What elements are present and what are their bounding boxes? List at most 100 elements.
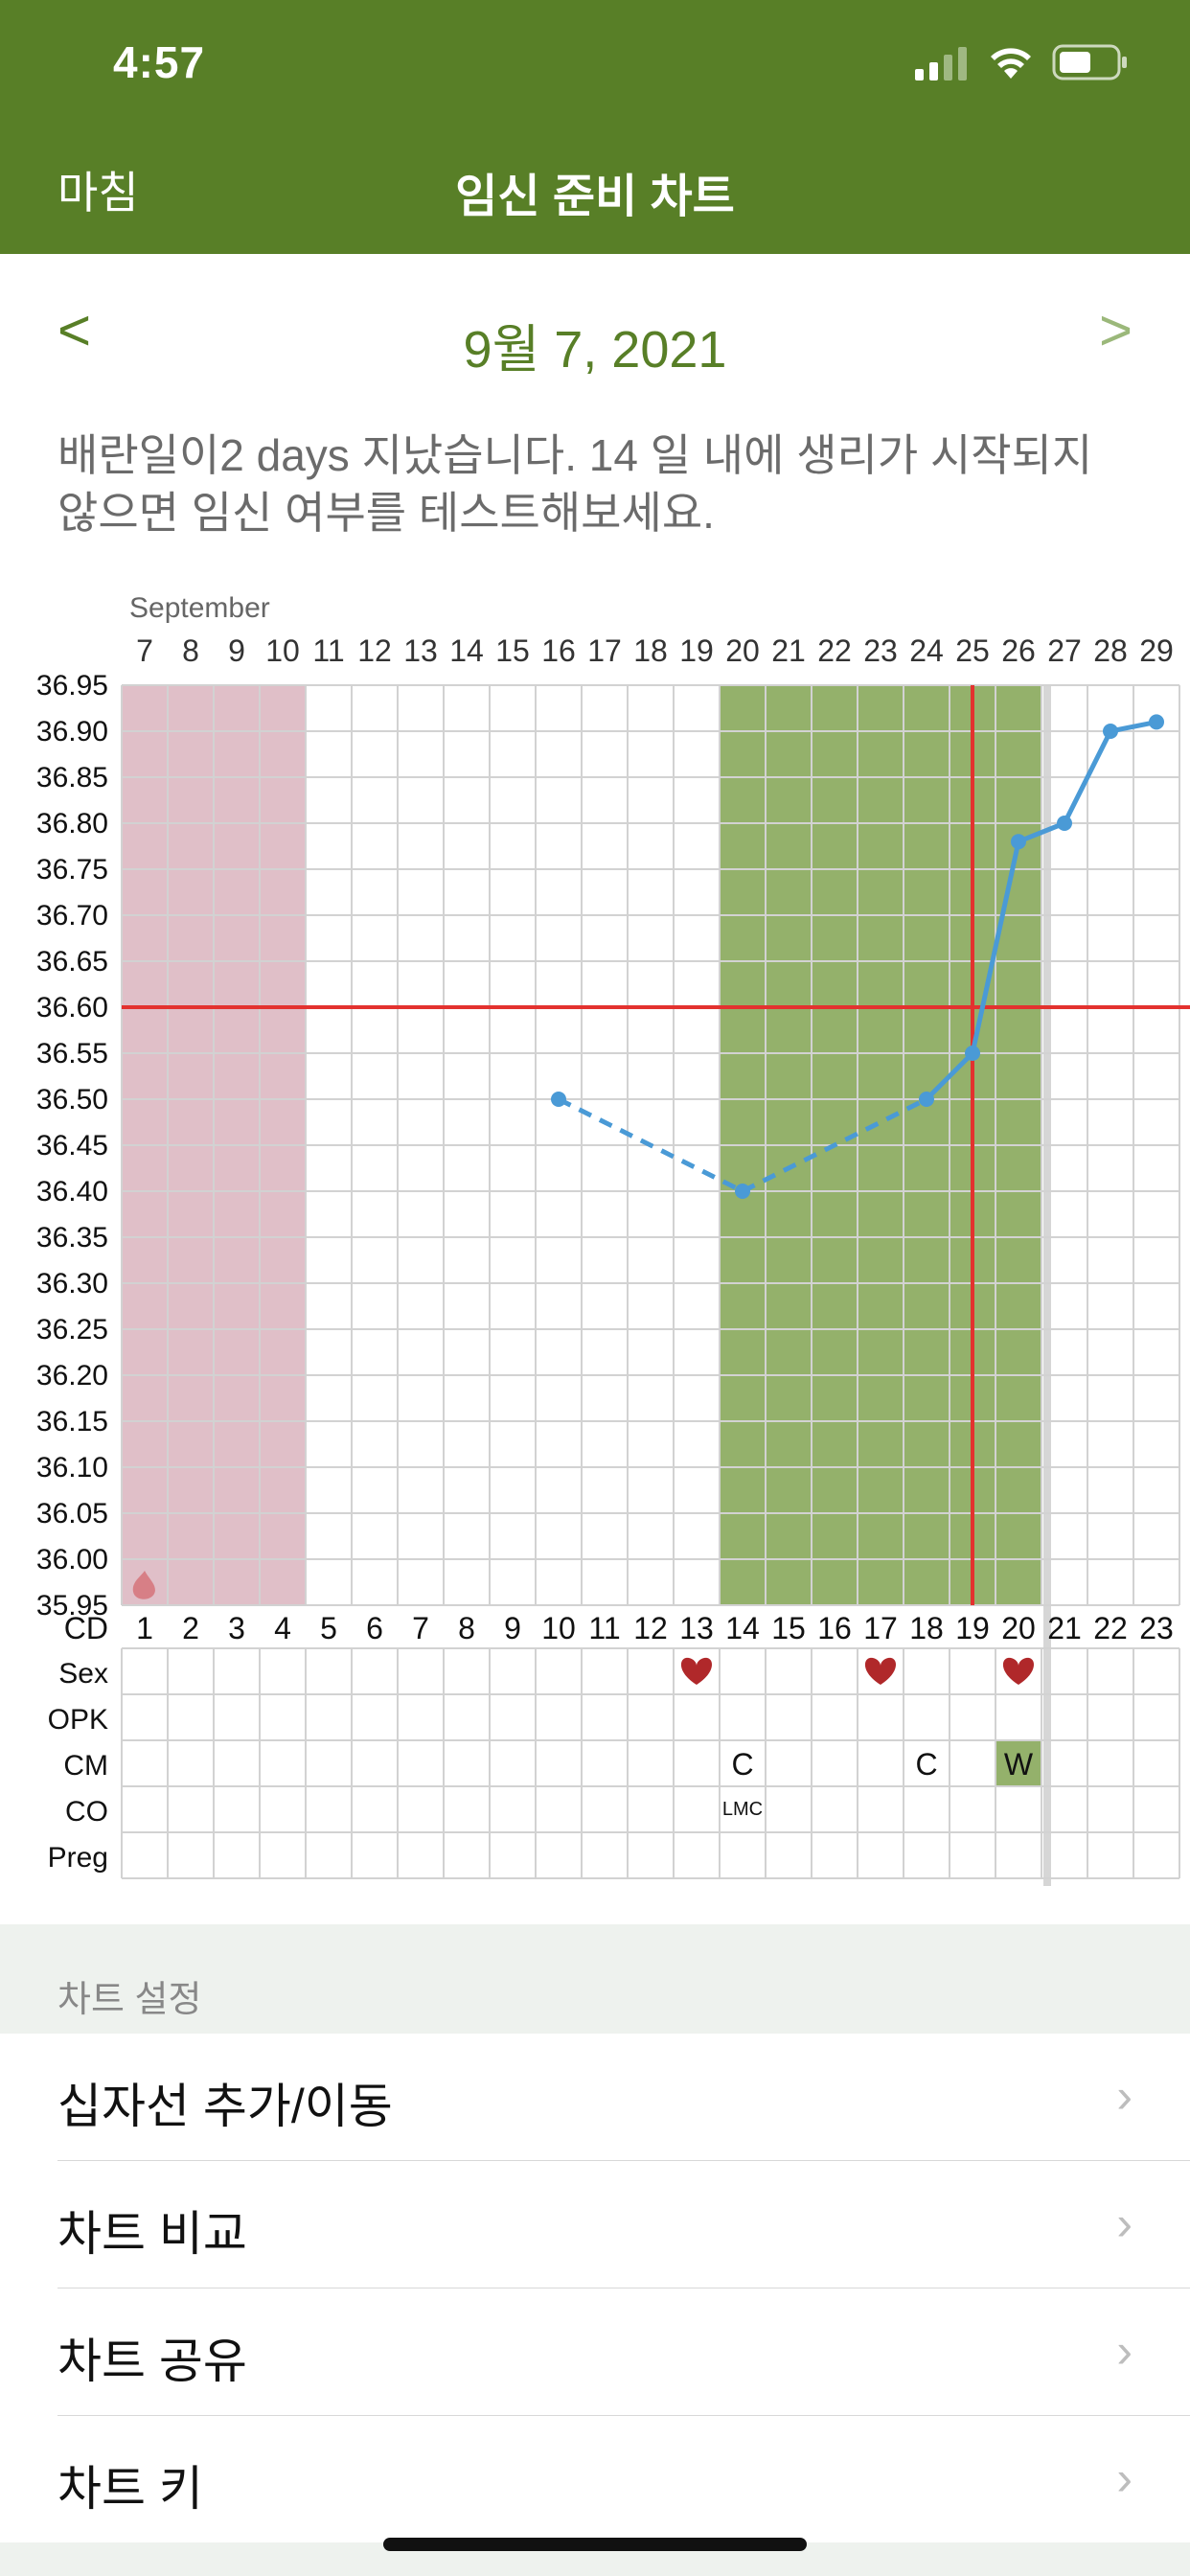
cycle-day-label: 9 (504, 1611, 521, 1645)
temp-point (1103, 724, 1118, 739)
date-tick-label: 26 (1001, 633, 1036, 668)
temp-line-segment (1018, 820, 1065, 844)
chevron-right-icon: › (1116, 2196, 1133, 2250)
cycle-day-label: 3 (228, 1611, 245, 1645)
settings-header: 차트 설정 (57, 1980, 202, 2020)
y-tick-label: 36.85 (36, 762, 108, 794)
cycle-day-label: 23 (1139, 1611, 1174, 1645)
y-tick-label: 36.45 (36, 1130, 108, 1162)
cm-value: C (915, 1747, 937, 1782)
temp-line-segment (557, 1096, 744, 1194)
date-tick-label: 19 (679, 633, 714, 668)
temp-point (1057, 816, 1072, 831)
next-date-button[interactable]: > (1098, 298, 1133, 362)
y-tick-label: 36.75 (36, 854, 108, 886)
date-tick-label: 21 (771, 633, 806, 668)
temp-line-segment (1110, 719, 1157, 734)
y-tick-label: 36.80 (36, 808, 108, 840)
date-tick-label: 25 (955, 633, 990, 668)
cycle-day-label: 6 (366, 1611, 383, 1645)
settings-item-label: 차트 비교 (57, 2207, 247, 2261)
cycle-day-label: 1 (136, 1611, 153, 1645)
date-tick-label: 15 (495, 633, 530, 668)
settings-item-crosshair[interactable]: 십자선 추가/이동 › (57, 2034, 1190, 2161)
y-tick-label: 35.95 (36, 1590, 108, 1622)
date-tick-label: 10 (265, 633, 300, 668)
heart-icon (864, 1657, 897, 1685)
battery-icon (1052, 44, 1127, 80)
settings-item-compare[interactable]: 차트 비교 › (57, 2161, 1190, 2288)
bbt-chart: 36.95 36.90 36.85 36.80 36.75 36.70 36.65 36.60… (0, 592, 1190, 1907)
chevron-right-icon: › (1116, 2324, 1133, 2378)
date-tick-label: 22 (817, 633, 852, 668)
cycle-day-label: 7 (412, 1611, 429, 1645)
date-tick-label: 8 (182, 633, 199, 668)
temp-line-segment (925, 1051, 974, 1101)
temp-point (919, 1092, 934, 1107)
date-tick-label: 28 (1093, 633, 1128, 668)
row-label-co: CO (65, 1796, 108, 1828)
y-tick-label: 36.95 (36, 670, 108, 702)
done-button[interactable]: 마침 (57, 168, 139, 218)
nav-bar: 마침 임신 준비 차트 (0, 129, 1190, 254)
cycle-day-label: 16 (817, 1611, 852, 1645)
temp-point (735, 1184, 750, 1199)
settings-item-share[interactable]: 차트 공유 › (57, 2288, 1190, 2416)
date-tick-label: 14 (449, 633, 484, 668)
today-marker (1043, 685, 1051, 1886)
y-tick-label: 36.05 (36, 1498, 108, 1530)
y-tick-label: 36.65 (36, 946, 108, 978)
date-tick-label: 7 (136, 633, 153, 668)
y-tick-label: 36.40 (36, 1176, 108, 1208)
settings-item-label: 차트 키 (57, 2462, 203, 2516)
cycle-day-label: 17 (863, 1611, 898, 1645)
cycle-day-label: 2 (182, 1611, 199, 1645)
heart-icon (1002, 1657, 1035, 1685)
month-label: September (129, 594, 270, 624)
co-value: LMC (722, 1799, 763, 1820)
drop-icon (132, 1571, 155, 1599)
y-tick-label: 36.90 (36, 716, 108, 748)
prev-date-button[interactable]: < (57, 298, 92, 362)
temp-point (1149, 714, 1164, 730)
date-tick-label: 23 (863, 633, 898, 668)
cycle-day-label: 13 (679, 1611, 714, 1645)
page-title: 임신 준비 차트 (455, 172, 735, 222)
date-navigator: < 9월 7, 2021 > (0, 297, 1190, 383)
settings-item-label: 십자선 추가/이동 (57, 2080, 393, 2133)
date-tick-label: 12 (357, 633, 392, 668)
y-tick-label: 36.15 (36, 1406, 108, 1438)
date-tick-label: 17 (587, 633, 622, 668)
current-date: 9월 7, 2021 (463, 321, 727, 379)
row-label-cm: CM (63, 1750, 108, 1782)
y-tick-label: 36.35 (36, 1222, 108, 1254)
ovulation-message: 배란일이2 days 지났습니다. 14 일 내에 생리가 시작되지 않으면 임… (57, 430, 1093, 538)
settings-item-key[interactable]: 차트 키 › (57, 2416, 1190, 2542)
cycle-day-label: 18 (909, 1611, 944, 1645)
temp-line-segment (1062, 729, 1113, 825)
temp-line-segment (970, 840, 1021, 1054)
cycle-day-label: 21 (1047, 1611, 1082, 1645)
cycle-day-label: 5 (320, 1611, 337, 1645)
cm-value: W (1004, 1747, 1034, 1782)
y-tick-label: 36.20 (36, 1360, 108, 1392)
date-tick-label: 27 (1047, 633, 1082, 668)
cycle-day-label: 10 (541, 1611, 576, 1645)
y-tick-label: 36.30 (36, 1268, 108, 1300)
date-tick-label: 18 (633, 633, 668, 668)
home-indicator (383, 2538, 807, 2551)
date-tick-label: 24 (909, 633, 944, 668)
y-tick-label: 36.25 (36, 1314, 108, 1346)
cycle-day-label: 11 (588, 1611, 620, 1645)
cycle-day-label: 22 (1093, 1611, 1128, 1645)
y-tick-label: 36.50 (36, 1084, 108, 1116)
temp-point (551, 1092, 566, 1107)
settings-item-label: 차트 공유 (57, 2334, 247, 2388)
row-label-cd: CD (64, 1611, 108, 1645)
heart-icon (680, 1657, 713, 1685)
chevron-right-icon: › (1116, 2451, 1133, 2505)
row-label-sex: Sex (58, 1658, 108, 1690)
cycle-day-label: 15 (771, 1611, 806, 1645)
bbt-chart-svg[interactable]: 36.95 36.90 36.85 36.80 36.75 36.70 36.65 36.60… (0, 592, 1190, 1907)
date-tick-label: 13 (403, 633, 438, 668)
